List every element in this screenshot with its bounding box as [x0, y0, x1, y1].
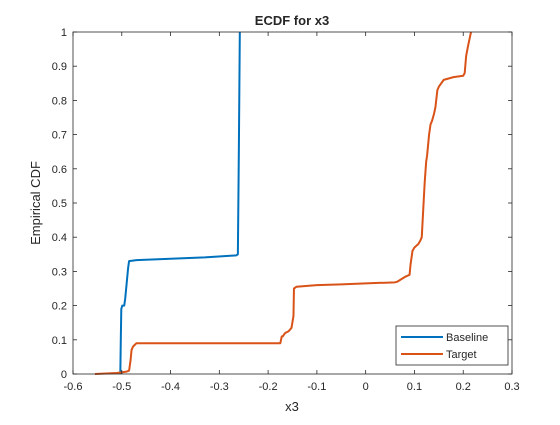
chart-title: ECDF for x3	[255, 13, 329, 28]
y-tick-label: 1	[61, 27, 67, 39]
y-tick-label: 0.2	[52, 301, 67, 313]
x-tick-label: 0.2	[456, 381, 471, 393]
y-tick-label: 0.5	[52, 198, 67, 210]
y-tick-label: 0.4	[52, 232, 67, 244]
x-tick-label: 0	[363, 381, 369, 393]
y-tick-label: 0.9	[52, 61, 67, 73]
x-tick-label: -0.5	[112, 381, 131, 393]
x-tick-label: 0.3	[504, 381, 519, 393]
series-line-baseline	[119, 31, 241, 375]
series-layer	[94, 31, 473, 375]
y-tick-label: 0.6	[52, 164, 67, 176]
y-axis-label: Empirical CDF	[28, 161, 43, 245]
legend-label-baseline: Baseline	[446, 332, 488, 344]
y-tick-label: 0	[61, 369, 67, 381]
x-tick-label: -0.2	[259, 381, 278, 393]
legend-box	[395, 325, 509, 366]
x-tick-label: -0.4	[161, 381, 180, 393]
x-tick-label: -0.6	[64, 381, 83, 393]
x-axis-label: x3	[285, 399, 299, 414]
series-line-target	[94, 31, 473, 375]
y-tick-label: 0.7	[52, 130, 67, 142]
y-tick-label: 0.8	[52, 95, 67, 107]
y-axis: 0 0.1 0.2 0.3 0.4 0.5 0.6 0.7 0.8 0.9 1	[52, 27, 512, 381]
legend: Baseline Target	[395, 325, 509, 366]
x-tick-label: -0.1	[307, 381, 326, 393]
y-tick-label: 0.3	[52, 266, 67, 278]
x-tick-label: -0.3	[210, 381, 229, 393]
x-tick-label: 0.1	[407, 381, 422, 393]
legend-label-target: Target	[446, 349, 477, 361]
x-axis: -0.6 -0.5 -0.4 -0.3 -0.2 -0.1 0 0.1 0.2 0.3	[64, 32, 520, 393]
y-tick-label: 0.1	[52, 335, 67, 347]
